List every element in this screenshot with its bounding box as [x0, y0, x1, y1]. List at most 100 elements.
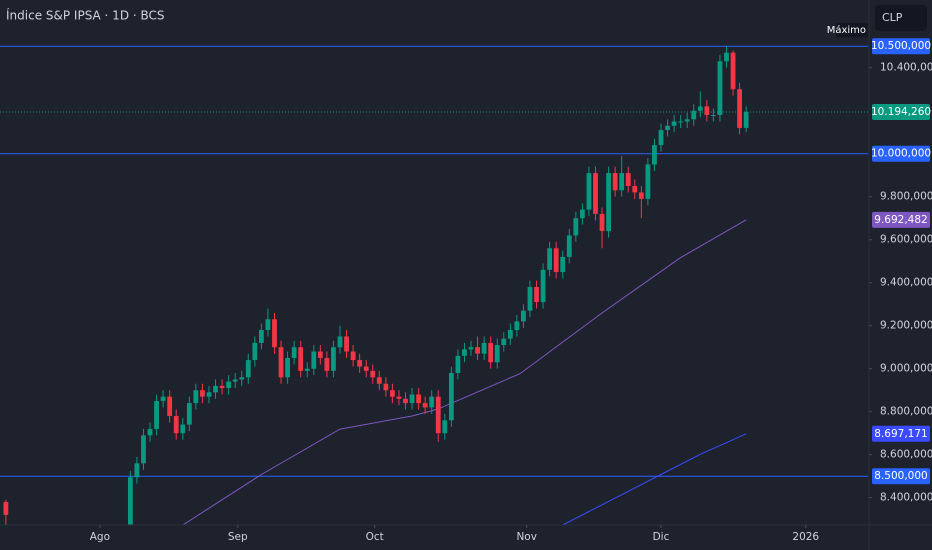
- candle-body: [573, 218, 579, 236]
- x-tick-label: Sep: [228, 531, 248, 543]
- candle-body: [134, 463, 140, 478]
- candle-body: [481, 342, 487, 354]
- x-tick-label: Ago: [90, 531, 110, 543]
- candle-body: [409, 394, 415, 404]
- candle-body: [160, 396, 166, 401]
- candle-body: [167, 396, 173, 417]
- candle-body: [311, 351, 317, 369]
- candle-body: [619, 173, 625, 191]
- candle-body: [396, 396, 402, 399]
- candle-body: [154, 400, 159, 429]
- candle-body: [684, 119, 690, 122]
- currency-box[interactable]: [875, 5, 927, 31]
- candle-body: [435, 396, 441, 434]
- candle-body: [462, 349, 467, 356]
- candle-body: [606, 173, 611, 232]
- candle-body: [678, 121, 684, 123]
- candle-body: [180, 424, 186, 434]
- plot-area: [0, 45, 868, 525]
- candle-body: [193, 390, 199, 404]
- x-tick-label: 2026: [792, 531, 819, 543]
- candle-body: [206, 392, 212, 397]
- candle-body: [219, 385, 225, 389]
- candle-body: [468, 347, 474, 350]
- candle-body: [304, 368, 310, 371]
- candle-body: [390, 390, 395, 397]
- candle-body: [671, 121, 677, 126]
- y-tick-label: 8.600,000: [880, 449, 932, 461]
- candle-body: [403, 398, 408, 404]
- candle-body: [422, 403, 428, 408]
- candle-body: [566, 235, 572, 257]
- candle-body: [173, 416, 179, 434]
- candle-body: [599, 213, 605, 232]
- ma-label: 8.697,171: [874, 428, 927, 440]
- ma-label-box: [872, 425, 930, 442]
- candle-body: [475, 347, 480, 354]
- candle-body: [553, 248, 559, 272]
- candle-body: [200, 390, 205, 397]
- x-tick-label: Nov: [516, 531, 537, 543]
- y-tick-label: 8.800,000: [880, 406, 932, 418]
- candle-body: [507, 330, 513, 339]
- candle-body: [645, 164, 651, 199]
- candle-body: [252, 342, 258, 361]
- candle-body: [448, 373, 454, 421]
- candle-body: [239, 377, 245, 380]
- ma-label: 9.692,482: [874, 214, 927, 226]
- candle-body: [697, 106, 703, 111]
- candle-body: [455, 355, 461, 374]
- candle-body: [652, 145, 657, 165]
- x-tick-label: Dic: [653, 531, 670, 543]
- candle-body: [337, 336, 343, 348]
- last-price-label-box: [872, 103, 930, 120]
- candle-body: [730, 52, 736, 90]
- candle-body: [527, 287, 533, 311]
- candle-body: [265, 319, 271, 331]
- candle-body: [363, 366, 369, 371]
- level-note-box: [836, 23, 868, 38]
- candle-body: [638, 192, 644, 199]
- candle-body: [494, 345, 500, 363]
- candle-body: [514, 321, 520, 331]
- candle-body: [285, 357, 290, 378]
- moving-average: [562, 433, 747, 525]
- candle-body: [540, 269, 546, 303]
- y-tick-label: 9.200,000: [880, 320, 932, 332]
- candle-body: [370, 370, 376, 378]
- candle-body: [147, 428, 153, 436]
- level-label-box: [872, 145, 930, 162]
- candle-body: [291, 347, 297, 358]
- candle-body: [141, 435, 146, 464]
- candle-body: [331, 347, 336, 371]
- level-label-box: [872, 38, 930, 55]
- candle-body: [737, 89, 743, 128]
- candle-body: [579, 209, 585, 219]
- candle-body: [612, 173, 618, 191]
- candle-body: [534, 287, 539, 303]
- candle-body: [350, 351, 356, 361]
- candle-body: [226, 381, 232, 389]
- candle-body: [521, 310, 526, 322]
- ma-label-box: [872, 211, 930, 228]
- currency[interactable]: CLP: [882, 11, 903, 24]
- candle-body: [245, 360, 251, 378]
- candle-body: [691, 110, 697, 120]
- candle-body: [710, 115, 716, 117]
- candle-body: [357, 360, 363, 367]
- candle-body: [586, 173, 592, 210]
- level-label: 10.500,000: [871, 40, 931, 52]
- candle-body: [298, 347, 304, 371]
- candle-body: [383, 383, 389, 391]
- candle-body: [344, 336, 349, 352]
- candle-body: [127, 477, 133, 525]
- y-tick-label: 9.600,000: [880, 234, 932, 246]
- candle-body: [376, 377, 382, 384]
- candle-body: [442, 420, 448, 434]
- candle-body: [658, 130, 664, 146]
- candle-body: [213, 385, 218, 393]
- candle-body: [488, 342, 494, 363]
- level-label: 8.500,000: [874, 470, 927, 482]
- candle-body: [186, 403, 192, 425]
